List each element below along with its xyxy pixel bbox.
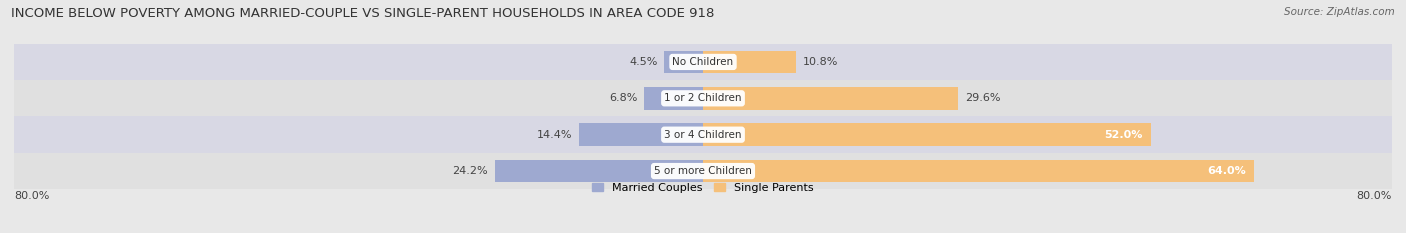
- Text: 1 or 2 Children: 1 or 2 Children: [664, 93, 742, 103]
- Text: 24.2%: 24.2%: [453, 166, 488, 176]
- Bar: [14, 153, 1392, 189]
- Bar: [644, 87, 703, 110]
- Bar: [495, 160, 703, 182]
- Text: 6.8%: 6.8%: [609, 93, 637, 103]
- Text: 4.5%: 4.5%: [628, 57, 658, 67]
- Text: 64.0%: 64.0%: [1206, 166, 1246, 176]
- Bar: [14, 116, 1392, 153]
- Text: 5 or more Children: 5 or more Children: [654, 166, 752, 176]
- Text: 10.8%: 10.8%: [803, 57, 838, 67]
- Text: INCOME BELOW POVERTY AMONG MARRIED-COUPLE VS SINGLE-PARENT HOUSEHOLDS IN AREA CO: INCOME BELOW POVERTY AMONG MARRIED-COUPL…: [11, 7, 714, 20]
- Bar: [14, 44, 1392, 80]
- Bar: [703, 87, 957, 110]
- Bar: [703, 160, 1254, 182]
- Text: 29.6%: 29.6%: [965, 93, 1000, 103]
- Text: 14.4%: 14.4%: [537, 130, 572, 140]
- Text: 3 or 4 Children: 3 or 4 Children: [664, 130, 742, 140]
- Text: No Children: No Children: [672, 57, 734, 67]
- Text: 80.0%: 80.0%: [1357, 191, 1392, 201]
- Bar: [664, 51, 703, 73]
- Bar: [14, 80, 1392, 116]
- Text: 52.0%: 52.0%: [1104, 130, 1142, 140]
- Text: Source: ZipAtlas.com: Source: ZipAtlas.com: [1284, 7, 1395, 17]
- Legend: Married Couples, Single Parents: Married Couples, Single Parents: [592, 183, 814, 193]
- Bar: [703, 123, 1152, 146]
- Bar: [703, 51, 796, 73]
- Text: 80.0%: 80.0%: [14, 191, 49, 201]
- Bar: [579, 123, 703, 146]
